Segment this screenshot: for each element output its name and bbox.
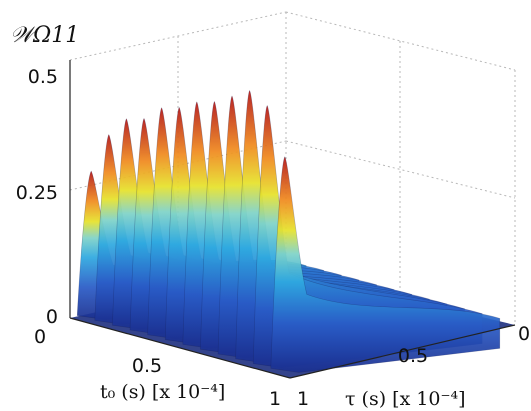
x-tick-2: 1 (269, 388, 281, 410)
x-axis-line (69, 317, 291, 379)
z-tick-1: 0.25 (16, 182, 58, 204)
surface-ridges (76, 89, 501, 373)
ridge-12 (270, 156, 501, 373)
y-tick-2: 1 (297, 388, 309, 410)
z-tick-0: 0 (46, 306, 58, 328)
z-tick-2: 0.5 (28, 66, 58, 88)
x-axis-label: t₀ (s) [x 10⁻⁴] (100, 381, 225, 403)
x-tick-0: 0 (34, 326, 46, 348)
y-axis-label: τ (s) [x 10⁻⁴] (345, 388, 466, 410)
z-axis-title: 𝒲Ω11 (10, 23, 79, 48)
x-tick-1: 0.5 (132, 355, 162, 377)
y-axis-line (289, 324, 516, 379)
y-tick-1: 0.5 (398, 345, 428, 367)
y-tick-0: 0 (518, 323, 530, 345)
